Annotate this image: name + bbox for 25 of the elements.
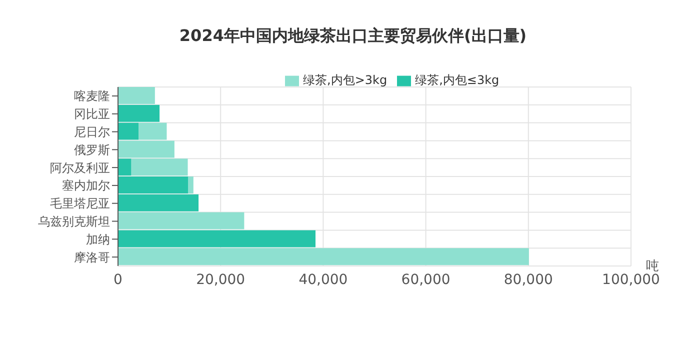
x-tick-label: 0 — [114, 272, 122, 288]
x-tick-label: 60,000 — [401, 272, 450, 288]
y-tick-label: 喀麦隆 — [74, 89, 110, 104]
legend-label: 绿茶,内包>3kg — [303, 73, 388, 87]
y-tick-label: 毛里塔尼亚 — [50, 196, 110, 211]
bar — [118, 87, 155, 104]
legend-label: 绿茶,内包≤3kg — [415, 73, 500, 87]
chart-title: 2024年中国内地绿茶出口主要贸易伙伴(出口量) — [178, 25, 528, 47]
y-tick-label: 乌兹别克斯坦 — [38, 214, 110, 229]
y-tick-label: 冈比亚 — [74, 107, 110, 122]
y-tick-label: 俄罗斯 — [74, 142, 110, 157]
y-tick-label: 阿尔及利亚 — [50, 160, 110, 175]
x-tick-label: 80,000 — [504, 272, 553, 288]
bar — [118, 212, 244, 230]
bar — [118, 230, 316, 248]
bar — [118, 248, 529, 266]
x-tick-label: 20,000 — [196, 272, 246, 288]
y-tick-label: 加纳 — [86, 232, 110, 246]
y-tick-label: 尼日尔 — [74, 125, 110, 140]
bar — [188, 176, 194, 194]
x-tick-label: 100,000 — [602, 272, 660, 288]
y-tick-label: 摩洛哥 — [74, 250, 110, 264]
x-tick-label: 40,000 — [298, 272, 348, 288]
y-tick-label: 塞内加尔 — [62, 178, 110, 193]
x-axis-title: 吨 — [646, 258, 659, 274]
